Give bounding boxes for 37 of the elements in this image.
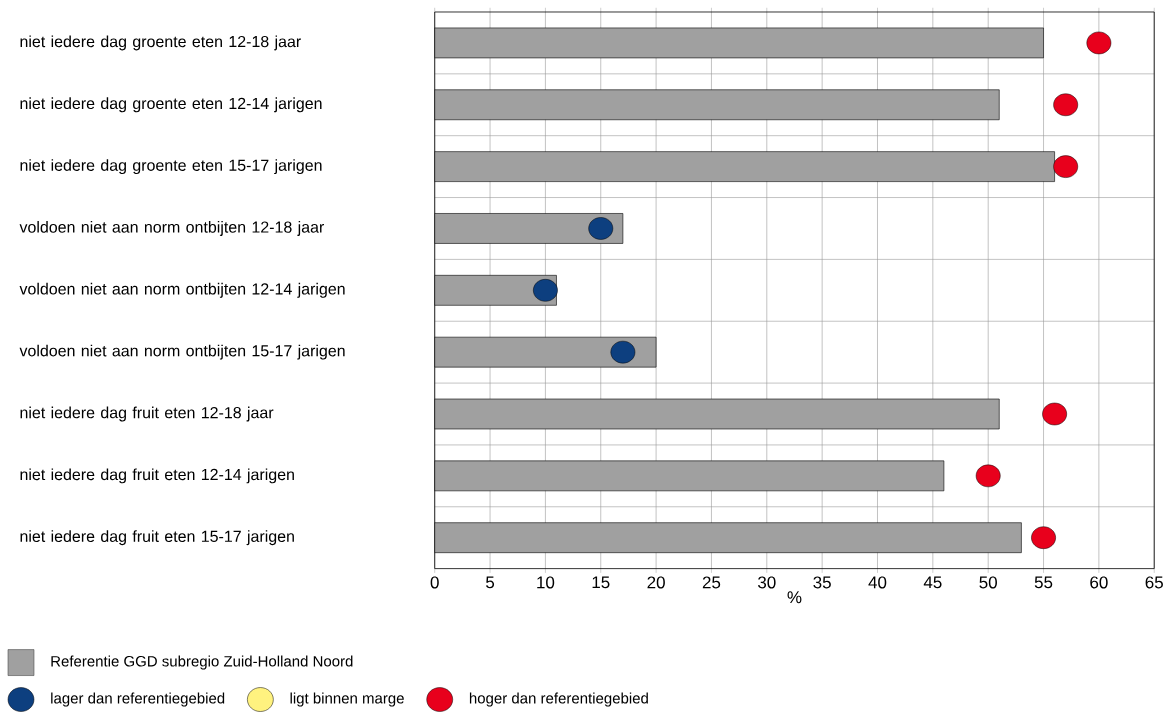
y-tick-label: niet iedere dag groente eten 15-17 jarigen (20, 159, 322, 175)
x-tick-label: 15 (592, 576, 610, 589)
y-tick-label: niet iedere dag fruit eten 15-17 jarigen (20, 530, 294, 546)
x-tick-label: 60 (1090, 576, 1108, 589)
x-tick-label: 45 (923, 576, 942, 589)
y-tick-label: niet iedere dag groente eten 12-14 jarigen (20, 97, 322, 113)
point (1086, 31, 1112, 55)
point (588, 217, 614, 240)
x-tick-label: 35 (813, 576, 831, 589)
x-tick-label: 10 (537, 576, 555, 589)
y-tick-label: niet iedere dag fruit eten 12-14 jarigen (20, 468, 294, 484)
x-tick-label: 25 (702, 576, 721, 589)
x-tick-label: 40 (868, 576, 887, 589)
legend-label: lager dan referentiegebied (51, 692, 225, 707)
legend-label: ligt binnen marge (290, 692, 404, 707)
y-tick-label: niet iedere dag fruit eten 12-18 jaar (20, 406, 274, 422)
point (1042, 403, 1067, 426)
x-tick-label: 50 (979, 576, 997, 589)
y-tick-label: voldoen niet aan norm ontbijten 12-14 jarigen (19, 283, 345, 298)
y-tick-label: niet iedere dag groente eten 12-18 jaar (20, 35, 301, 51)
x-tick-label: 20 (647, 576, 665, 589)
x-tick-label: 0 (430, 576, 439, 589)
x-tick-label: 5 (486, 576, 495, 589)
x-tick-label: 30 (757, 576, 776, 589)
legend-label: Referentie GGD subregio Zuid-Holland Noord (51, 655, 353, 670)
point (1053, 155, 1079, 179)
x-axis-title: % (787, 591, 802, 604)
y-tick-label: voldoen niet aan norm ontbijten 12-18 jaar (19, 221, 325, 237)
x-tick-label: 65 (1145, 576, 1163, 589)
point (975, 464, 1001, 488)
point (533, 279, 558, 302)
point (610, 341, 636, 364)
point (1053, 93, 1079, 117)
x-tick-label: 55 (1034, 576, 1053, 589)
y-tick-label: voldoen niet aan norm ontbijten 15-17 jarigen (19, 344, 345, 360)
point (1031, 526, 1056, 550)
legend-label: hoger dan referentiegebied (469, 692, 648, 707)
